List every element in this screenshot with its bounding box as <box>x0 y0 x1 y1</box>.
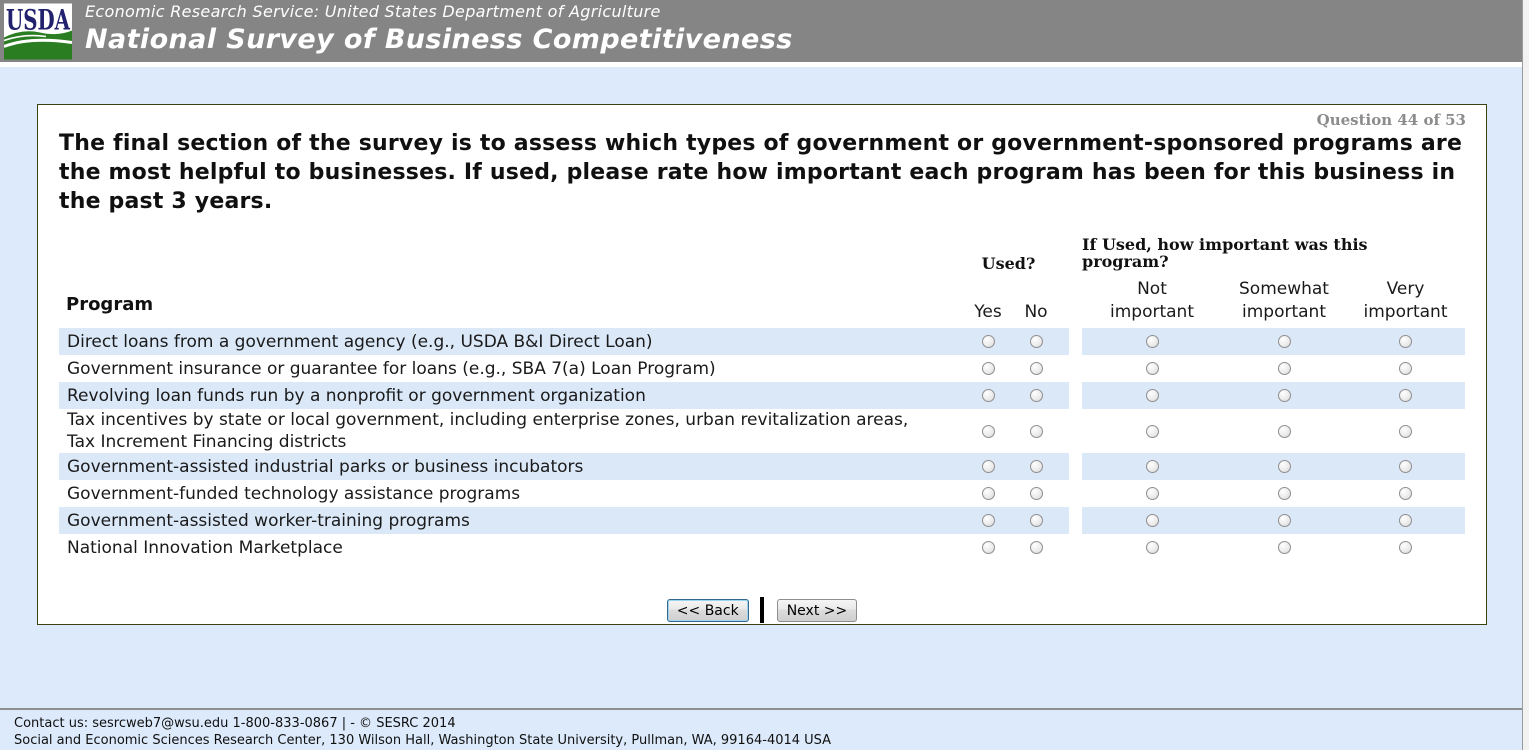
program-column-header: Program <box>66 294 154 315</box>
radio-used-yes[interactable] <box>981 335 995 348</box>
radio-not-important[interactable] <box>1145 487 1159 500</box>
program-row: Government insurance or guarantee for lo… <box>59 355 1465 382</box>
program-label: Government-assisted worker-training prog… <box>67 510 470 531</box>
radio-used-yes[interactable] <box>981 514 995 527</box>
radio-used-yes[interactable] <box>981 541 995 554</box>
radio-used-no[interactable] <box>1029 460 1043 473</box>
program-label: Direct loans from a government agency (e… <box>67 331 653 352</box>
header-divider <box>0 62 1529 67</box>
program-row: Government-assisted worker-training prog… <box>59 507 1465 534</box>
table-header-row-groups: Used? If Used, how important was this pr… <box>59 235 1465 273</box>
radio-used-yes[interactable] <box>981 424 995 438</box>
program-label: Revolving loan funds run by a nonprofit … <box>67 385 646 406</box>
program-row: Government-funded technology assistance … <box>59 480 1465 507</box>
very-important-column-header: Very important <box>1363 279 1448 322</box>
radio-not-important[interactable] <box>1145 514 1159 527</box>
radio-not-important[interactable] <box>1145 460 1159 473</box>
question-panel: Question 44 of 53 The final section of t… <box>37 104 1487 625</box>
radio-used-no[interactable] <box>1029 362 1043 375</box>
program-row: Government-assisted industrial parks or … <box>59 453 1465 480</box>
footer-address-line: Social and Economic Sciences Research Ce… <box>14 732 832 748</box>
window-edge-strip <box>1522 0 1529 750</box>
radio-not-important[interactable] <box>1145 424 1159 438</box>
radio-very-important[interactable] <box>1399 541 1412 554</box>
program-row: Direct loans from a government agency (e… <box>59 328 1465 355</box>
radio-used-no[interactable] <box>1029 389 1043 402</box>
program-row: Tax incentives by state or local governm… <box>59 409 1465 453</box>
radio-very-important[interactable] <box>1399 389 1412 402</box>
radio-very-important[interactable] <box>1399 424 1412 438</box>
agency-line: Economic Research Service: United States… <box>85 2 661 21</box>
radio-used-no[interactable] <box>1029 487 1043 500</box>
radio-very-important[interactable] <box>1399 514 1412 527</box>
radio-very-important[interactable] <box>1399 362 1412 375</box>
radio-not-important[interactable] <box>1145 389 1159 402</box>
radio-used-no[interactable] <box>1029 424 1043 438</box>
radio-used-yes[interactable] <box>981 460 995 473</box>
question-counter: Question 44 of 53 <box>1316 111 1466 129</box>
footer-divider <box>0 708 1522 710</box>
radio-somewhat-important[interactable] <box>1277 335 1291 348</box>
footer-contact-line: Contact us: sesrcweb7@wsu.edu 1-800-833-… <box>14 716 456 731</box>
somewhat-important-column-header: Somewhat important <box>1239 279 1329 322</box>
footer: Contact us: sesrcweb7@wsu.edu 1-800-833-… <box>14 716 831 749</box>
program-label: Government insurance or guarantee for lo… <box>67 358 716 379</box>
next-button[interactable]: Next >> <box>776 598 858 622</box>
radio-somewhat-important[interactable] <box>1277 487 1291 500</box>
svg-text:USDA: USDA <box>6 4 71 37</box>
radio-very-important[interactable] <box>1399 335 1412 348</box>
program-label: Government-assisted industrial parks or … <box>67 456 584 477</box>
radio-used-yes[interactable] <box>981 362 995 375</box>
button-separator <box>759 597 764 623</box>
program-label: Tax incentives by state or local governm… <box>67 410 909 452</box>
program-row: Revolving loan funds run by a nonprofit … <box>59 382 1465 409</box>
program-label: National Innovation Marketplace <box>67 537 343 558</box>
back-button[interactable]: << Back <box>666 598 749 622</box>
radio-somewhat-important[interactable] <box>1277 424 1291 438</box>
usda-logo-icon: USDA <box>4 3 72 60</box>
if-used-header: If Used, how important was this program? <box>1082 235 1368 271</box>
not-important-column-header: Not important <box>1110 279 1194 322</box>
radio-somewhat-important[interactable] <box>1277 460 1291 473</box>
masthead: USDA Economic Research Service: United S… <box>0 0 1529 62</box>
no-column-header: No <box>1024 302 1048 322</box>
radio-used-yes[interactable] <box>981 487 995 500</box>
radio-used-no[interactable] <box>1029 514 1043 527</box>
table-header-row-columns: Program Yes No Not important Somewhat im… <box>59 278 1465 324</box>
used-header: Used? <box>981 254 1036 273</box>
radio-not-important[interactable] <box>1145 335 1159 348</box>
radio-very-important[interactable] <box>1399 487 1412 500</box>
radio-somewhat-important[interactable] <box>1277 362 1291 375</box>
radio-used-yes[interactable] <box>981 389 995 402</box>
navigation-buttons: << Back Next >> <box>38 597 1486 623</box>
program-table: Used? If Used, how important was this pr… <box>59 236 1465 561</box>
survey-title: National Survey of Business Competitiven… <box>85 24 793 55</box>
radio-used-no[interactable] <box>1029 541 1043 554</box>
radio-not-important[interactable] <box>1145 362 1159 375</box>
radio-somewhat-important[interactable] <box>1277 389 1291 402</box>
program-label: Government-funded technology assistance … <box>67 483 521 504</box>
radio-somewhat-important[interactable] <box>1277 514 1291 527</box>
program-row: National Innovation Marketplace <box>59 534 1465 561</box>
radio-very-important[interactable] <box>1399 460 1412 473</box>
radio-not-important[interactable] <box>1145 541 1159 554</box>
radio-used-no[interactable] <box>1029 335 1043 348</box>
table-body: Direct loans from a government agency (e… <box>59 328 1465 561</box>
radio-somewhat-important[interactable] <box>1277 541 1291 554</box>
yes-column-header: Yes <box>974 302 1002 322</box>
question-text: The final section of the survey is to as… <box>59 131 1463 214</box>
